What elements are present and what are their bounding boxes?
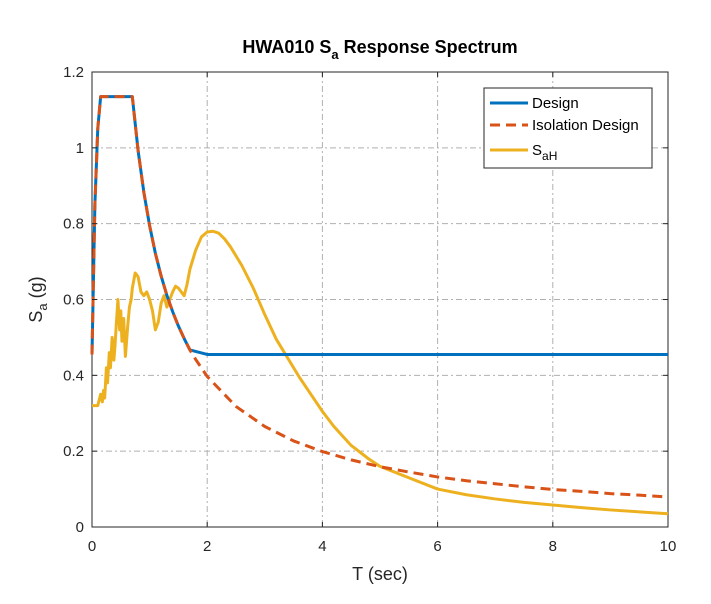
legend-box (483, 87, 653, 169)
y-axis-label: Sa (g) (26, 276, 50, 322)
x-tick-label: 8 (549, 538, 557, 555)
y-tick-label: 1.2 (63, 64, 84, 81)
legend-label: Isolation Design (532, 117, 639, 134)
y-tick-label: 0.8 (63, 216, 84, 233)
x-tick-label: 6 (433, 538, 441, 555)
x-tick-label: 2 (203, 538, 211, 555)
x-tick-label: 10 (660, 538, 677, 555)
chart-title: HWA010 Sa Response Spectrum (242, 37, 517, 62)
legend: Design Isolation Design SaH (483, 87, 653, 169)
legend-label: SaH (532, 142, 557, 163)
y-tick-label: 0.4 (63, 367, 84, 384)
y-tick-label: 0.6 (63, 292, 84, 309)
series-line-isolation-design (90, 95, 669, 499)
y-tick-label: 0 (76, 519, 84, 536)
x-axis-label: T (sec) (352, 564, 408, 584)
y-tick-label: 1 (76, 140, 84, 157)
x-tick-label: 4 (318, 538, 326, 555)
legend-label: Design (532, 95, 579, 112)
axis-ticks: 0 2 4 6 8 10 0 0.2 0.4 0.6 0.8 1 1.2 (63, 64, 676, 555)
y-tick-label: 0.2 (63, 443, 84, 460)
data-series (90, 95, 669, 516)
x-tick-label: 0 (88, 538, 96, 555)
